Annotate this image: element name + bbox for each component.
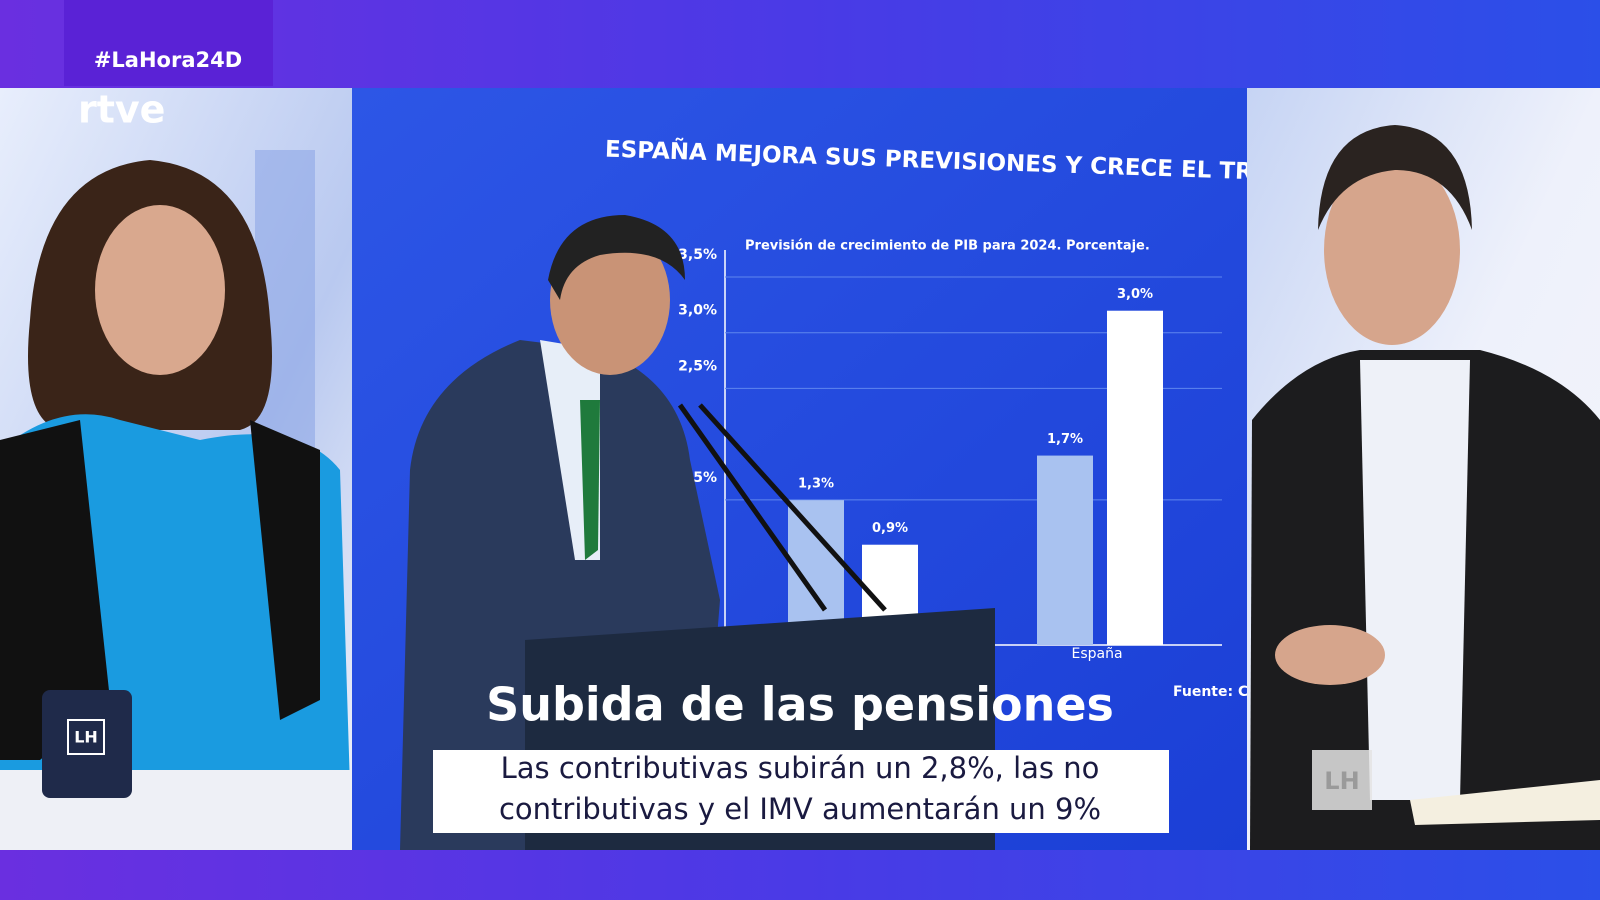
- y-tick-label: 2,5%: [678, 358, 717, 374]
- man-face: [1324, 155, 1460, 345]
- bar-label: 1,7%: [1047, 432, 1083, 447]
- microphone: [698, 403, 887, 612]
- hand: [1275, 625, 1385, 685]
- caption-box: [433, 750, 1169, 833]
- hashtag-box: [64, 0, 273, 86]
- screen-subtitle: Previsión de crecimiento de PIB para 202…: [745, 239, 1150, 254]
- source-label: Fuente: Comis: [1173, 684, 1286, 700]
- mug: [42, 690, 132, 798]
- notebook: [1410, 780, 1600, 825]
- bar-label: 3,0%: [1117, 287, 1153, 302]
- man-hair: [1318, 125, 1472, 230]
- mug-logo: LH: [74, 728, 98, 747]
- checked-shirt: [1360, 360, 1470, 800]
- headline: Subida de las pensiones: [486, 678, 1114, 732]
- category-label: España: [1071, 646, 1122, 662]
- vest-right: [250, 420, 320, 720]
- speaker-hair: [548, 215, 685, 300]
- logo-box: [1312, 750, 1372, 810]
- left-panel: LH rtve: [0, 88, 352, 850]
- bar-label: 1,3%: [798, 477, 834, 492]
- caption-line: Las contributivas subirán un 2,8%, las n…: [501, 751, 1100, 785]
- channel-logo: rtve: [78, 88, 165, 132]
- y-tick-label: 3,0%: [678, 303, 717, 319]
- hashtag: #LaHora24D: [94, 48, 242, 72]
- caption-line: contributivas y el IMV aumentarán un 9%: [499, 792, 1101, 826]
- corner-logo: LH: [1324, 767, 1359, 795]
- bar-label: 0,9%: [872, 521, 908, 536]
- microphone: [677, 403, 828, 612]
- bar: [1107, 310, 1163, 645]
- middle-panel: ESPAÑA MEJORA SUS PREVISIONES Y CRECE EL…: [352, 88, 1286, 850]
- bar: [1037, 455, 1093, 645]
- face: [95, 205, 225, 375]
- right-panel: LH: [1247, 88, 1600, 850]
- mug-logo-frame: [67, 719, 105, 755]
- tie: [580, 400, 600, 560]
- y-tick-label: 3,5%: [678, 247, 717, 263]
- vest-left: [0, 420, 110, 760]
